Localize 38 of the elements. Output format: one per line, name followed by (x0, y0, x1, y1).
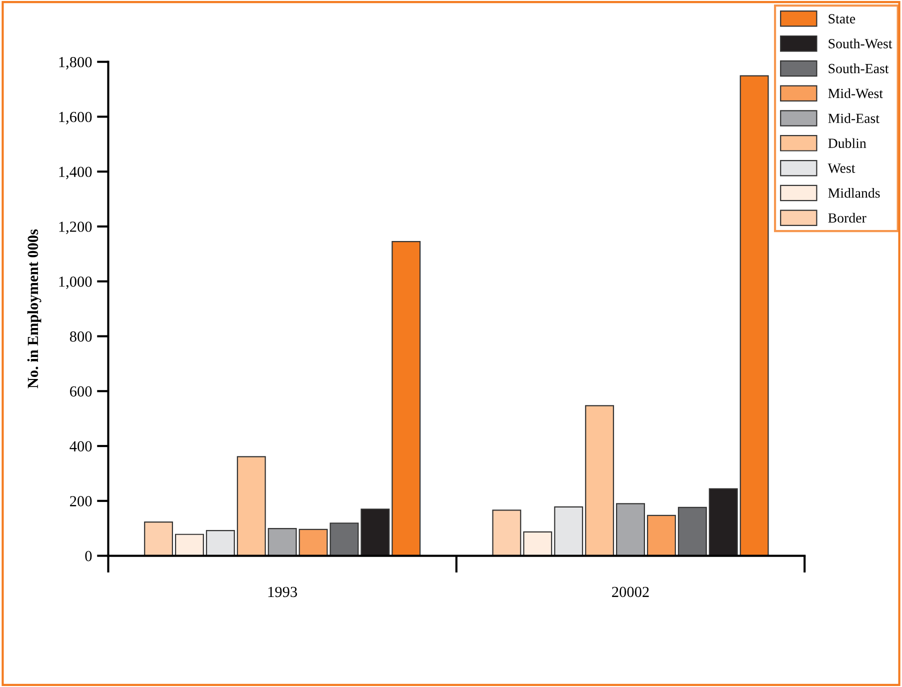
legend-label: Border (828, 212, 866, 223)
bar (678, 506, 707, 556)
bar (492, 510, 522, 556)
y-axis-title: No. in Employment 000s (27, 229, 42, 388)
y-tick-label: 800 (70, 331, 92, 342)
y-tick-label: 1,400 (59, 166, 92, 180)
legend-label: State (828, 14, 856, 24)
y-tick-label: 600 (70, 386, 92, 397)
y-tick-label: 1,200 (59, 222, 92, 234)
legend-label: South-West (828, 38, 892, 48)
bar (175, 534, 204, 556)
y-tick-label: 400 (70, 441, 92, 452)
legend-label: South-East (828, 63, 889, 74)
bar (646, 514, 676, 556)
legend-label: Mid-West (828, 88, 883, 98)
legend-label: Midlands (828, 188, 880, 198)
bar (268, 528, 297, 556)
y-tick-label: 1,800 (59, 56, 92, 70)
bar (585, 405, 614, 556)
bar (523, 531, 552, 556)
y-tick-label: 200 (70, 496, 92, 506)
x-tick-label: 20002 (612, 586, 649, 598)
legend-label: Dublin (828, 138, 866, 148)
bar (708, 488, 738, 556)
bar (236, 456, 266, 556)
bar (360, 508, 390, 556)
bar (554, 506, 584, 556)
bar (144, 521, 174, 556)
x-tick-label: 1993 (268, 586, 298, 598)
bar (740, 75, 769, 556)
legend-label: West (828, 164, 856, 173)
y-tick-label: 1,000 (59, 276, 92, 290)
bar (206, 530, 235, 556)
y-tick-label: 1,600 (59, 112, 92, 124)
legend-label: Mid-East (828, 113, 880, 124)
bar (392, 241, 421, 556)
bar (616, 503, 645, 556)
y-tick-label: 0 (85, 550, 92, 562)
